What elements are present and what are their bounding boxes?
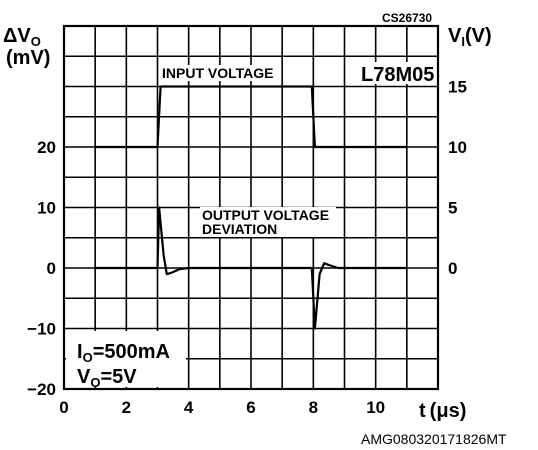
reference-code: AMG080320171826MT — [361, 431, 507, 447]
left-axis-title-line2: (mV) — [6, 47, 50, 69]
right-tick-label: 15 — [448, 78, 467, 97]
output-label-line2: DEVIATION — [202, 221, 277, 237]
x-tick-label: 4 — [184, 398, 194, 417]
x-tick-label: 2 — [122, 398, 131, 417]
input-label-bg — [160, 65, 278, 81]
x-axis-title: t (μs) — [419, 400, 466, 422]
device-label-bg — [358, 62, 430, 84]
right-tick-label: 0 — [448, 259, 457, 278]
x-tick-label: 0 — [59, 398, 68, 417]
chart-code: CS26730 — [382, 11, 432, 25]
vo-condition: VO=5V — [77, 366, 137, 390]
left-tick-label: 0 — [47, 259, 56, 278]
left-axis-title-line1: ΔVO — [3, 25, 41, 49]
left-tick-label: −10 — [27, 320, 56, 339]
x-tick-label: 6 — [246, 398, 255, 417]
left-tick-label: 20 — [37, 138, 56, 157]
right-tick-label: 5 — [448, 199, 457, 218]
plot-border — [62, 24, 440, 391]
right-axis-title: VI(V) — [448, 25, 492, 49]
input-voltage-label: INPUT VOLTAGE — [162, 65, 273, 81]
conditions-box-bg — [66, 331, 186, 387]
tick-labels: 20 10 0 −10 −20 15 10 5 0 0 2 4 6 8 10 — [27, 78, 467, 418]
device-label: L78M05 — [361, 64, 434, 86]
plot-frame — [62, 24, 440, 391]
left-tick-label: −20 — [27, 380, 56, 399]
output-label-bg — [200, 207, 336, 237]
x-tick-label: 8 — [309, 398, 318, 417]
left-tick-label: 10 — [37, 199, 56, 218]
output-deviation-line — [95, 206, 407, 330]
io-condition: IO=500mA — [77, 341, 170, 365]
output-label-line1: OUTPUT VOLTAGE — [202, 207, 329, 223]
series-layer — [95, 85, 407, 330]
x-tick-label: 10 — [366, 398, 385, 417]
input-voltage-line — [95, 85, 407, 149]
right-tick-label: 10 — [448, 138, 467, 157]
